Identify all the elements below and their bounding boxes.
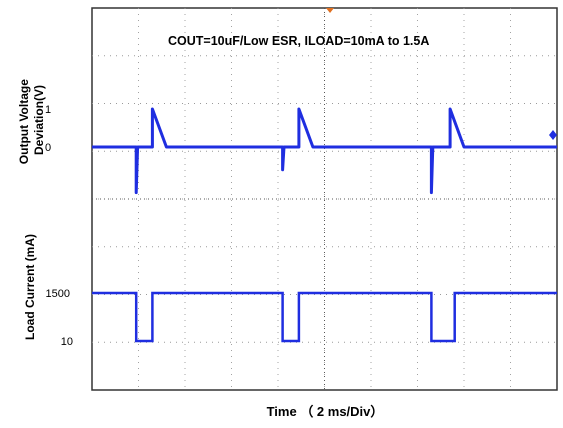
bottom-y-axis-label: Load Current (mA) [23,234,37,340]
x-axis-label: Time （ 2 ms/Div） [267,404,384,419]
grid [92,8,557,390]
chart-annotation: COUT=10uF/Low ESR, ILOAD=10mA to 1.5A [168,34,429,48]
trigger-marker-icon [326,8,334,13]
y-tick-label: 0 [45,142,51,154]
traces [92,107,557,343]
y-tick-label: 1500 [46,288,70,300]
y-tick-label: 1 [45,104,51,116]
voltage-trace [92,107,557,195]
top-y-axis-label: Output Voltage Deviation(V) [17,76,46,164]
load-current-trace [92,291,557,343]
y-tick-label: 10 [61,336,73,348]
reference-marker-icon [549,130,557,140]
